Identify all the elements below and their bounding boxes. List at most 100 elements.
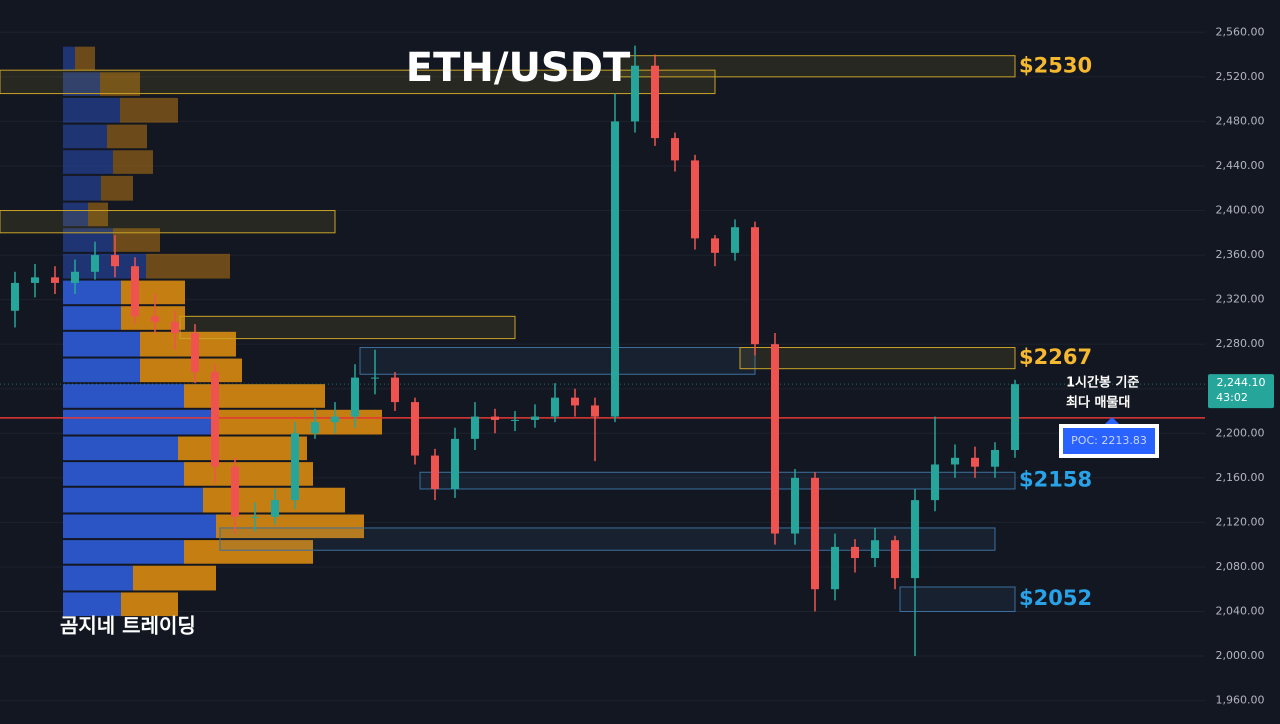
profile-buy	[63, 358, 140, 383]
last-price-badge	[1208, 374, 1274, 409]
profile-sell	[121, 592, 178, 617]
profile-sell	[216, 514, 364, 539]
profile-sell	[184, 462, 313, 486]
candle-body	[491, 416, 499, 420]
profile-sell	[133, 565, 216, 591]
zone	[219, 527, 996, 551]
candle-body	[991, 449, 999, 467]
last-price-label: 2,244.10	[1217, 376, 1266, 389]
candle-body	[771, 344, 779, 534]
candle-body	[251, 516, 259, 518]
profile-buy	[63, 97, 120, 123]
annotation: 최다 매물대	[1066, 395, 1130, 411]
profile-buy	[63, 228, 113, 252]
profile-buy	[63, 514, 216, 539]
candle-body	[331, 416, 339, 423]
y-tick-label: 1,960.00	[1216, 694, 1265, 707]
y-tick-label: 2,160.00	[1216, 471, 1265, 484]
zone-label: $2158	[1019, 468, 1092, 492]
zone	[739, 347, 1016, 370]
candle-body	[451, 438, 459, 489]
candle-body	[551, 397, 559, 417]
candle-body	[531, 416, 539, 420]
candle-body	[111, 255, 119, 267]
y-tick-label: 2,280.00	[1216, 337, 1265, 350]
profile-sell	[113, 228, 160, 252]
profile-sell	[121, 280, 185, 305]
candle-body	[51, 277, 59, 283]
zone	[619, 55, 1016, 78]
y-tick-label: 2,520.00	[1216, 70, 1265, 83]
zone-label: $2267	[1019, 345, 1092, 369]
candle-body	[91, 255, 99, 272]
profile-sell	[75, 46, 95, 71]
profile-buy	[63, 409, 216, 435]
candle-body	[631, 65, 639, 122]
candle-body	[911, 500, 919, 579]
profile-sell	[120, 97, 178, 123]
profile-buy	[63, 462, 184, 486]
candle-body	[171, 321, 179, 334]
candle-body	[751, 227, 759, 345]
candle-body	[831, 546, 839, 590]
y-tick-label: 2,560.00	[1216, 25, 1265, 38]
candle-body	[191, 333, 199, 373]
profile-buy	[63, 280, 121, 305]
profile-sell	[100, 72, 140, 96]
profile-buy	[63, 175, 101, 201]
candle-body	[691, 160, 699, 239]
candle-body	[931, 464, 939, 501]
annotation: 1시간봉 기준	[1066, 375, 1139, 391]
profile-sell	[107, 124, 147, 149]
candle-body	[791, 477, 799, 534]
poc-label: POC: 2213.83	[1071, 434, 1147, 447]
profile-buy	[63, 565, 133, 591]
candle-body	[311, 422, 319, 434]
zone	[179, 315, 516, 340]
profile-buy	[63, 72, 100, 96]
profile-buy	[63, 306, 121, 330]
candle-body	[971, 457, 979, 467]
candle-body	[671, 138, 679, 161]
candle-body	[731, 227, 739, 253]
profile-buy	[63, 592, 121, 617]
candle-body	[391, 377, 399, 403]
chart-title: ETH/USDT	[406, 45, 631, 91]
profile-sell	[184, 384, 325, 408]
candle-body	[271, 500, 279, 517]
profile-buy	[63, 540, 184, 564]
zone	[0, 69, 716, 95]
candle-body	[11, 282, 19, 311]
poc-pointer	[1105, 417, 1119, 424]
candle-body	[31, 277, 39, 283]
candle-body	[951, 457, 959, 465]
candle-body	[151, 316, 159, 322]
zone	[419, 471, 1016, 490]
profile-buy	[63, 202, 88, 227]
profile-sell	[178, 436, 307, 461]
candle-body	[411, 402, 419, 456]
profile-sell	[146, 253, 230, 279]
candle-body	[511, 419, 519, 421]
profile-buy	[63, 487, 203, 513]
candle-body	[611, 121, 619, 417]
profile-sell	[88, 202, 108, 227]
candle-body	[871, 540, 879, 559]
profile-buy	[63, 436, 178, 461]
y-tick-label: 2,320.00	[1216, 293, 1265, 306]
candle-body	[891, 540, 899, 579]
y-tick-label: 2,040.00	[1216, 605, 1265, 618]
candle-body	[711, 238, 719, 253]
profile-sell	[140, 331, 236, 357]
profile-sell	[184, 540, 313, 564]
zone	[0, 210, 336, 234]
candle-body	[431, 455, 439, 489]
y-tick-label: 2,360.00	[1216, 248, 1265, 261]
y-tick-label: 2,440.00	[1216, 159, 1265, 172]
candle-body	[291, 433, 299, 501]
zone	[359, 347, 756, 375]
profile-sell	[113, 150, 153, 174]
candle-body	[651, 65, 659, 139]
countdown: 43:02	[1216, 391, 1248, 404]
candle-body	[811, 477, 819, 590]
